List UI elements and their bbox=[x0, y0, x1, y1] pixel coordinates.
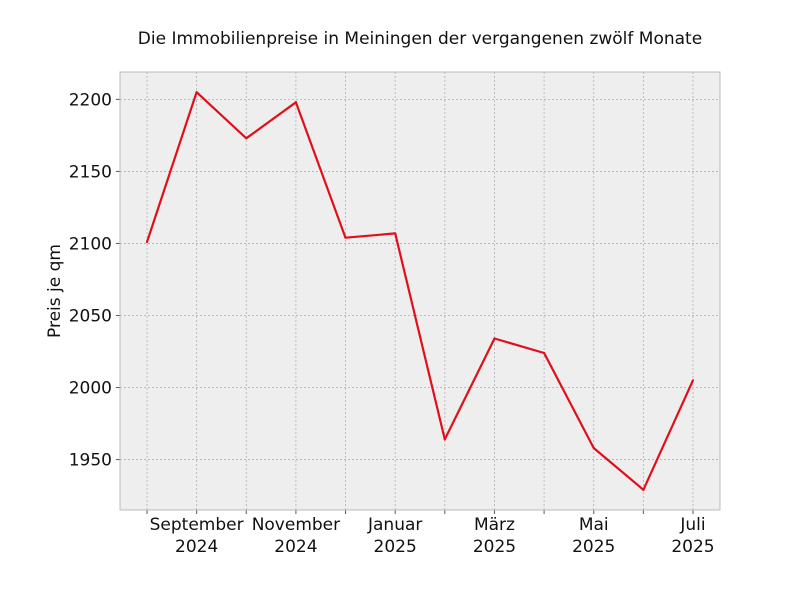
data-point bbox=[245, 137, 248, 140]
x-tick-label: März bbox=[474, 515, 515, 535]
chart-title: Die Immobilienpreise in Meiningen der ve… bbox=[138, 29, 702, 49]
data-point bbox=[542, 351, 546, 355]
price-series-line bbox=[145, 91, 695, 491]
data-point bbox=[493, 337, 496, 340]
data-point bbox=[294, 101, 298, 104]
data-point bbox=[394, 232, 397, 235]
plot-area: 195020002050210021502200September2024Nov… bbox=[69, 71, 721, 557]
y-tick-label: 2200 bbox=[69, 90, 112, 110]
x-tick-label: Juli bbox=[679, 515, 705, 535]
x-tick-label: 2024 bbox=[274, 537, 317, 557]
y-tick-label: 1950 bbox=[69, 451, 112, 471]
data-point bbox=[592, 446, 595, 450]
x-tick-label: 2025 bbox=[374, 537, 417, 557]
y-axis-label: Preis je qm bbox=[45, 244, 65, 338]
x-tick-label: November bbox=[252, 515, 340, 535]
x-tick-label: 2025 bbox=[671, 537, 714, 557]
y-tick-label: 2100 bbox=[69, 234, 112, 254]
data-point bbox=[691, 379, 695, 382]
x-tick-label: Mai bbox=[579, 515, 609, 535]
x-tick-label: September bbox=[150, 515, 244, 535]
data-point bbox=[443, 438, 446, 441]
data-point bbox=[642, 488, 645, 491]
x-tick-label: Januar bbox=[367, 515, 422, 535]
data-point bbox=[344, 236, 347, 239]
data-point bbox=[195, 91, 198, 94]
y-tick-label: 2150 bbox=[69, 162, 112, 182]
y-tick-label: 2000 bbox=[69, 379, 112, 399]
x-tick-label: 2025 bbox=[473, 537, 516, 557]
data-point bbox=[145, 240, 149, 244]
x-tick-label: 2025 bbox=[572, 537, 615, 557]
x-tick-label: 2024 bbox=[175, 537, 218, 557]
y-tick-label: 2050 bbox=[69, 306, 112, 326]
plot-frame bbox=[119, 71, 721, 511]
plot-background bbox=[120, 72, 720, 510]
